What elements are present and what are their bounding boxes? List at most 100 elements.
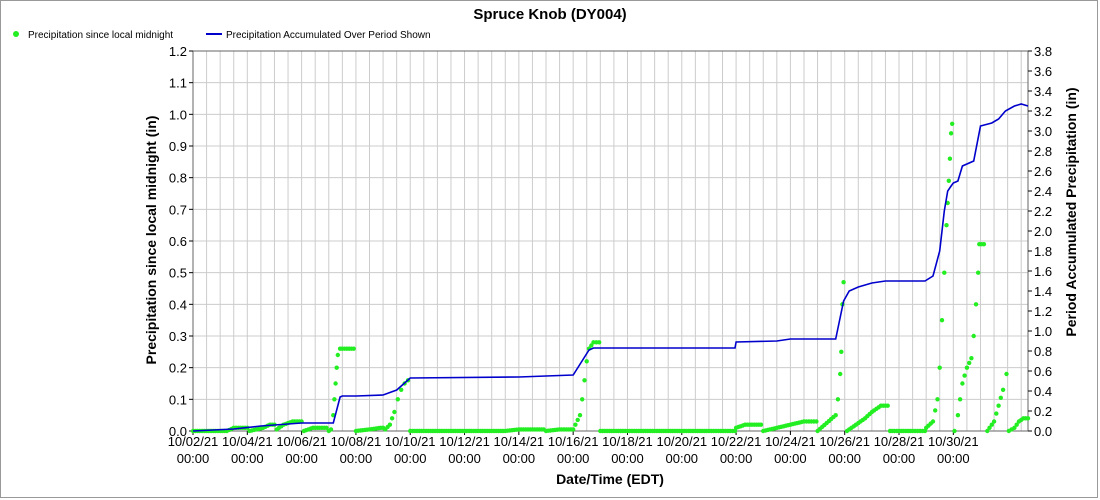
x-tick-date: 10/18/21 [602,434,653,449]
x-tick-date: 10/30/21 [928,434,979,449]
left-tick-label: 0.8 [169,171,187,186]
x-tick-date: 10/20/21 [656,434,707,449]
left-tick-label: 0.0 [169,424,187,439]
precip-midnight-point [987,425,992,430]
x-tick-time: 00:00 [285,451,318,466]
precip-midnight-point [392,409,397,415]
precip-midnight-point [1012,425,1017,430]
left-tick-label: 0.9 [169,139,187,154]
legend: Precipitation since local midnight Preci… [13,30,431,41]
precip-midnight-point [991,419,997,424]
right-tick-label: 1.2 [1034,304,1052,319]
precip-midnight-point [942,270,947,275]
x-tick-time: 00:00 [828,451,861,466]
left-tick-label: 1.1 [169,76,187,91]
x-tick-time: 00:00 [394,451,427,466]
x-tick-date: 10/10/21 [385,434,436,449]
precip-midnight-point [946,178,951,183]
precip-midnight-point [575,417,580,423]
precip-midnight-point [324,425,329,430]
x-tick-date: 10/06/21 [276,434,327,449]
x-tick-time: 00:00 [231,451,264,466]
precip-midnight-point [334,365,339,370]
precip-midnight-point [838,371,843,377]
x-tick-time: 00:00 [720,451,753,466]
left-tick-label: 0.3 [169,329,187,344]
right-tick-label: 2.6 [1034,164,1052,179]
x-tick-date: 10/16/21 [548,434,599,449]
right-tick-label: 3.4 [1034,84,1052,99]
x-tick-date: 10/26/21 [819,434,870,449]
precip-midnight-point [967,360,972,366]
left-tick-label: 0.7 [169,202,187,217]
right-tick-label: 2.2 [1034,204,1052,219]
left-axis: 0.0 0.1 0.2 0.3 0.4 0.5 0.6 0.7 0.8 0.9 1.0 1.1 1.2 [169,44,193,439]
precip-midnight-point [962,373,967,378]
precip-midnight-point [758,422,764,427]
precip-midnight-point [944,223,949,228]
precip-midnight-point [399,387,404,392]
precip-midnight-point [582,378,587,383]
left-tick-label: 1.0 [169,107,187,122]
x-tick-date: 10/04/21 [222,434,273,449]
x-axis: 10/02/21 00:00 10/04/21 00:00 10/06/21 00:00 1… [168,431,979,466]
x-tick-time: 00:00 [774,451,807,466]
x-tick-date: 10/28/21 [874,434,925,449]
right-tick-label: 2.8 [1034,144,1052,159]
x-tick-date: 10/14/21 [494,434,545,449]
precip-midnight-point [971,333,976,339]
left-tick-label: 1.2 [169,44,187,59]
precip-midnight-point [1014,422,1019,427]
precip-midnight-point [955,413,961,418]
precip-midnight-point [976,270,981,275]
precip-midnight-point [387,422,393,427]
grid [192,50,1028,432]
precip-midnight-point [571,427,576,432]
precip-midnight-point [969,356,974,361]
precip-midnight-point [335,352,340,358]
left-tick-label: 0.4 [169,297,187,312]
precip-midnight-point [580,397,585,402]
precip-midnight-point [589,343,594,348]
legend-marker-midnight [13,31,19,37]
x-tick-time: 00:00 [666,451,699,466]
precip-midnight-point [841,280,846,285]
precip-midnight-point [333,381,338,386]
chart-title: Spruce Knob (DY004) [473,6,626,23]
precip-midnight-point [996,403,1001,408]
precip-midnight-point [328,427,334,432]
left-axis-title: Precipitation since local midnight (in) [143,116,159,365]
precip-midnight-point [939,318,945,323]
precip-midnight-point [989,422,994,427]
right-tick-label: 3.0 [1034,124,1052,139]
right-tick-label: 3.6 [1034,64,1052,79]
right-tick-label: 1.4 [1034,284,1052,299]
precip-midnight-point [933,408,938,413]
left-tick-label: 0.5 [169,266,187,281]
x-tick-time: 00:00 [448,451,481,466]
right-tick-label: 0.8 [1034,344,1052,359]
right-axis: 0.0 0.2 0.4 0.6 0.8 1.0 1.2 1.4 1.6 1.8 2.0 2.2 2.4 2… [1028,44,1052,439]
x-tick-date: 10/02/21 [168,434,219,449]
precip-midnight-point [948,131,954,136]
left-tick-label: 0.1 [169,392,187,407]
precip-midnight-point [835,397,841,402]
right-tick-label: 3.8 [1034,44,1052,59]
precip-midnight-point [981,242,987,247]
x-tick-time: 00:00 [611,451,644,466]
precip-midnight-point [973,302,979,307]
right-tick-label: 0.4 [1034,384,1052,399]
right-tick-label: 1.8 [1034,244,1052,259]
precip-midnight-point [573,422,578,427]
precip-midnight-point [952,428,957,434]
precip-midnight-point [985,428,990,434]
precip-midnight-point [950,121,955,127]
precip-midnight-point [998,395,1003,400]
x-tick-time: 00:00 [177,451,210,466]
left-tick-label: 0.2 [169,361,187,376]
right-tick-label: 1.0 [1034,324,1052,339]
right-tick-label: 3.2 [1034,104,1052,119]
precip-midnight-point [960,381,965,386]
